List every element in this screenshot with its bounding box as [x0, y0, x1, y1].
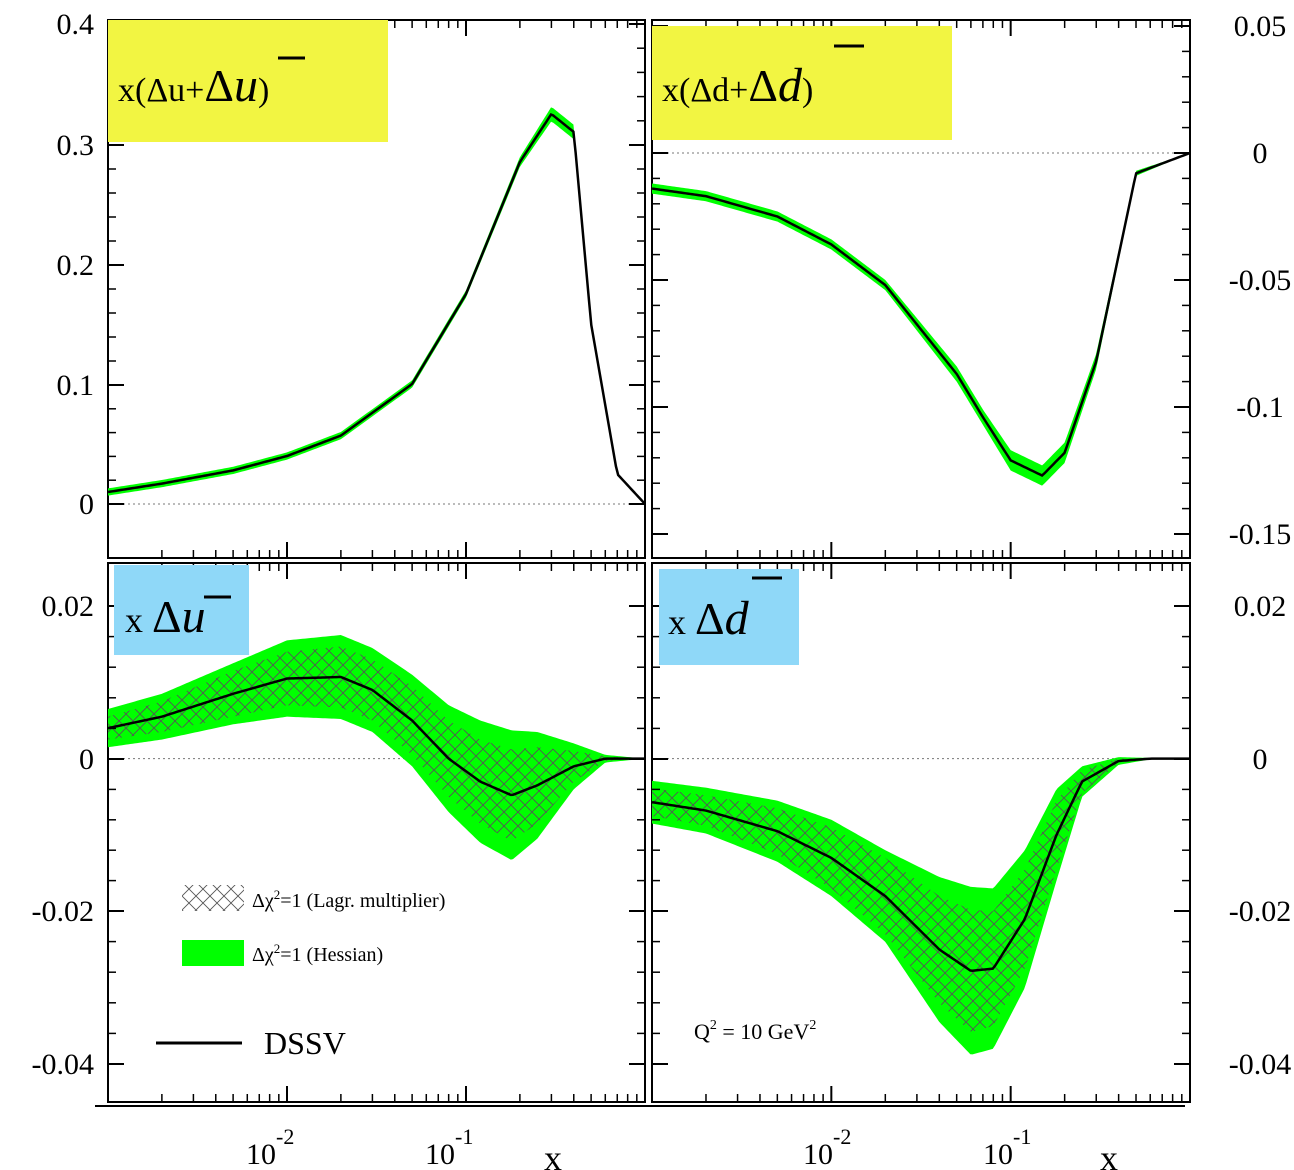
y-tick-label: 0.05	[1234, 10, 1287, 43]
legend-hessian-swatch	[182, 940, 244, 966]
q2-annotation: Q2 = 10 GeV2	[694, 1018, 816, 1044]
x-tick-right-1e-1: 10-1	[983, 1124, 1031, 1170]
y-tick-label: -0.04	[32, 1048, 95, 1081]
legend-lagr-swatch	[182, 885, 244, 911]
lagr-band-bottom-left	[108, 646, 645, 841]
label-top-left-text: x(Δu+Δu)	[118, 59, 269, 112]
x-axis-labels: 10-2 10-1 x 10-2 10-1 x	[95, 1105, 1185, 1170]
y-tick-label: -0.15	[1229, 518, 1292, 551]
dssv-curve-bottom-left	[107, 675, 645, 797]
y-tick-label: 0	[79, 488, 94, 521]
legend-hessian-text: Δχ2=1 (Hessian)	[252, 941, 383, 966]
panel-frame-top-right	[651, 19, 1191, 559]
panel-frame-bottom-left	[107, 562, 646, 1103]
x-tick-left-1e-1: 10-1	[425, 1124, 473, 1170]
label-bottom-left: x Δu	[114, 565, 249, 655]
y-tick-label: 0.02	[42, 590, 95, 623]
label-bottom-right-text: x Δd	[668, 592, 750, 645]
label-top-left: x(Δu+Δu)	[108, 20, 388, 142]
y-tick-label: -0.05	[1229, 264, 1292, 297]
label-top-right-bg	[652, 26, 952, 140]
panel-frame-bottom-right	[651, 562, 1191, 1103]
y-tick-label: 0.2	[57, 249, 95, 282]
hessian-band-top-left	[108, 107, 645, 504]
y-tick-label: 0	[79, 743, 94, 776]
x-tick-left-1e-2: 10-2	[246, 1124, 294, 1170]
label-bottom-right-bg	[659, 569, 799, 665]
lagr-band-bottom-right	[652, 758, 1190, 1032]
y-tick-label: -0.02	[32, 895, 95, 928]
y-tick-label: -0.1	[1236, 391, 1284, 424]
x-title-left: x	[544, 1138, 562, 1170]
dssv-curve-top-left	[107, 113, 646, 505]
y-tick-label: -0.04	[1229, 1048, 1292, 1081]
label-bottom-left-bg	[114, 565, 249, 655]
y-tick-label: -0.02	[1229, 895, 1292, 928]
y-tick-label: 0.3	[57, 129, 95, 162]
label-bottom-left-text: x Δu	[125, 590, 206, 643]
legend: Δχ2=1 (Lagr. multiplier) Δχ2=1 (Hessian)…	[156, 885, 445, 1061]
y-tick-label: 0	[1253, 743, 1268, 776]
dssv-curve-bottom-right	[651, 757, 1190, 972]
x-title-right: x	[1100, 1138, 1118, 1170]
x-tick-right-1e-2: 10-2	[803, 1124, 851, 1170]
y-tick-label: 0.4	[57, 8, 95, 41]
label-top-left-bg	[108, 20, 388, 142]
label-top-right: x(Δd+Δd)	[652, 26, 952, 140]
legend-dssv-text: DSSV	[264, 1025, 346, 1061]
y-tick-label: 0	[1253, 137, 1268, 170]
dssv-curve-top-right	[651, 151, 1191, 477]
label-top-right-text: x(Δd+Δd)	[662, 59, 813, 112]
y-tick-label: 0.02	[1234, 590, 1287, 623]
legend-lagr-text: Δχ2=1 (Lagr. multiplier)	[252, 887, 445, 912]
y-tick-label: 0.1	[57, 369, 95, 402]
label-bottom-right: x Δd	[659, 569, 799, 665]
plots: 0.4 0.3 0.2 0.1 0 0.05 0 -0.05 -0.1 -0.15 0.02 0 -0.…	[32, 8, 1292, 1102]
